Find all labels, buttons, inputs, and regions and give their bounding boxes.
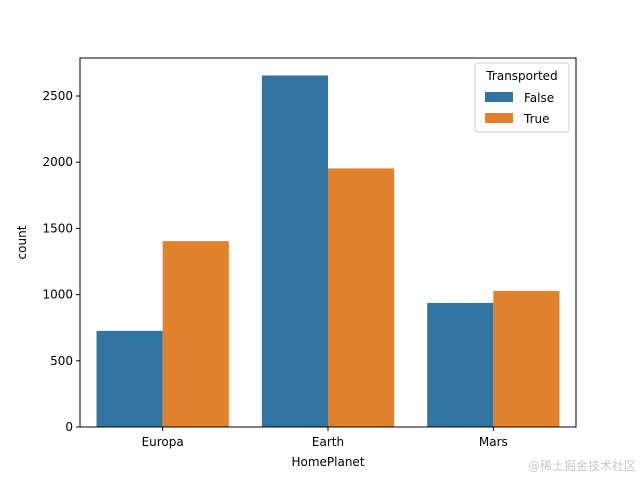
x-axis-label: HomePlanet: [291, 455, 364, 469]
y-tick-label: 0: [65, 420, 73, 434]
y-tick-label: 2000: [42, 155, 73, 169]
legend-swatch-true: [485, 113, 513, 123]
bar-mars-true: [493, 290, 560, 427]
x-tick-label: Earth: [312, 435, 344, 449]
bar-europa-true: [162, 241, 229, 427]
y-tick-label: 1500: [42, 221, 73, 235]
y-tick-label: 1000: [42, 288, 73, 302]
bar-europa-false: [96, 330, 163, 427]
legend-swatch-false: [485, 92, 513, 102]
bar-mars-false: [427, 302, 494, 427]
plot-frame: [79, 57, 577, 428]
y-tick-label: 2500: [42, 89, 73, 103]
y-tick-label: 500: [50, 354, 73, 368]
watermark: @稀土掘金技术社区: [527, 459, 636, 473]
x-tick-label: Europa: [142, 435, 184, 449]
bar-earth-false: [261, 75, 328, 427]
bar-earth-true: [328, 168, 395, 427]
legend-label-false: False: [524, 91, 554, 105]
legend-title: Transported: [485, 69, 557, 83]
legend-label-true: True: [523, 112, 550, 126]
y-axis-label: count: [15, 225, 29, 259]
x-tick-label: Mars: [479, 435, 508, 449]
